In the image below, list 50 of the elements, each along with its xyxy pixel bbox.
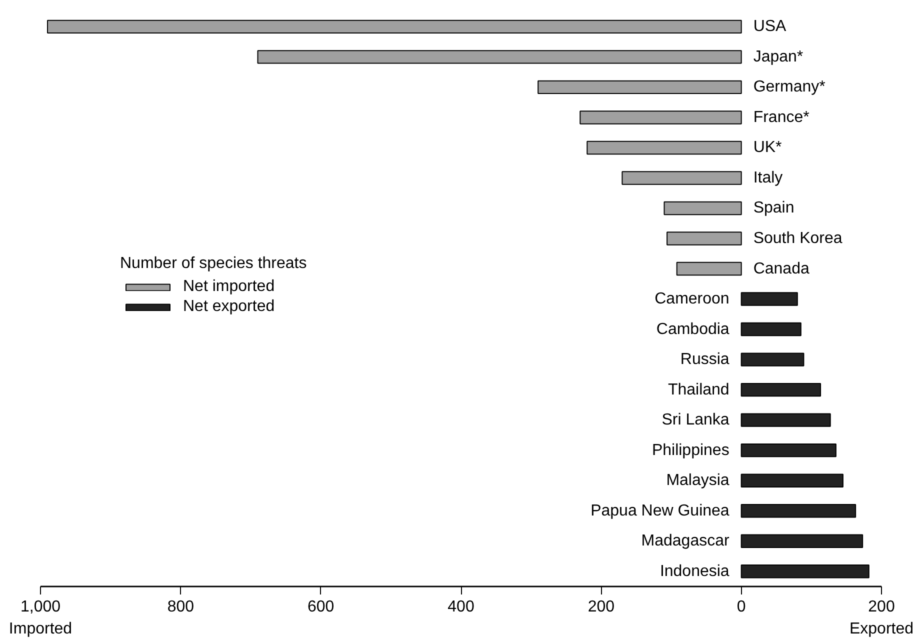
bar <box>622 171 742 185</box>
y-tick-label: Italy <box>753 169 783 186</box>
y-tick-label: Indonesia <box>660 562 730 580</box>
x-tick-label: 400 <box>448 598 474 616</box>
bar <box>740 534 864 548</box>
x-tick-label: 200 <box>588 598 615 616</box>
bar <box>538 80 742 94</box>
bar <box>257 50 742 64</box>
bar <box>580 110 742 124</box>
y-tick-label: Malaysia <box>666 472 730 490</box>
bar <box>740 413 831 427</box>
y-tick-label: Cambodia <box>656 320 730 338</box>
bar <box>740 352 804 366</box>
y-tick-label: Russia <box>680 351 730 368</box>
y-tick-label: Germany* <box>753 78 826 96</box>
text: Exported <box>849 620 914 638</box>
bar <box>740 292 798 306</box>
y-tick-label: Thailand <box>668 381 730 398</box>
x-tick-label: 800 <box>167 598 194 616</box>
bar <box>740 474 844 488</box>
text: Imported <box>8 620 72 638</box>
y-tick-label: Spain <box>753 200 794 217</box>
bar <box>586 140 742 155</box>
bar <box>664 201 742 216</box>
y-tick-label: Madagascar <box>641 532 730 550</box>
y-tick-label: UK* <box>753 139 782 156</box>
legend-label: Net exported <box>183 298 275 316</box>
bar <box>676 262 742 276</box>
bar <box>666 232 742 246</box>
bar <box>740 564 870 578</box>
y-tick-label: France* <box>753 108 810 126</box>
y-tick-label: Papua New Guinea <box>590 502 730 520</box>
legend-label: Net imported <box>183 278 275 296</box>
x-tick-label: 1,000 <box>20 598 61 616</box>
y-tick-label: USA <box>753 18 787 36</box>
x-tick-label: 600 <box>307 598 334 616</box>
bar <box>740 504 856 518</box>
y-tick-label: Japan* <box>753 48 804 66</box>
legend-title: Number of species threats <box>120 255 307 273</box>
y-tick-label: Philippines <box>652 442 730 459</box>
y-tick-label: Sri Lanka <box>662 412 730 429</box>
bar <box>47 20 742 34</box>
x-tick-label: 0 <box>736 598 746 616</box>
y-tick-label: South Korea <box>753 230 842 248</box>
bar <box>740 322 802 336</box>
bar <box>740 382 822 397</box>
x-tick-label: 200 <box>868 598 895 616</box>
y-tick-label: Canada <box>753 260 810 278</box>
y-tick-label: Cameroon <box>654 290 730 308</box>
bar <box>740 443 836 458</box>
